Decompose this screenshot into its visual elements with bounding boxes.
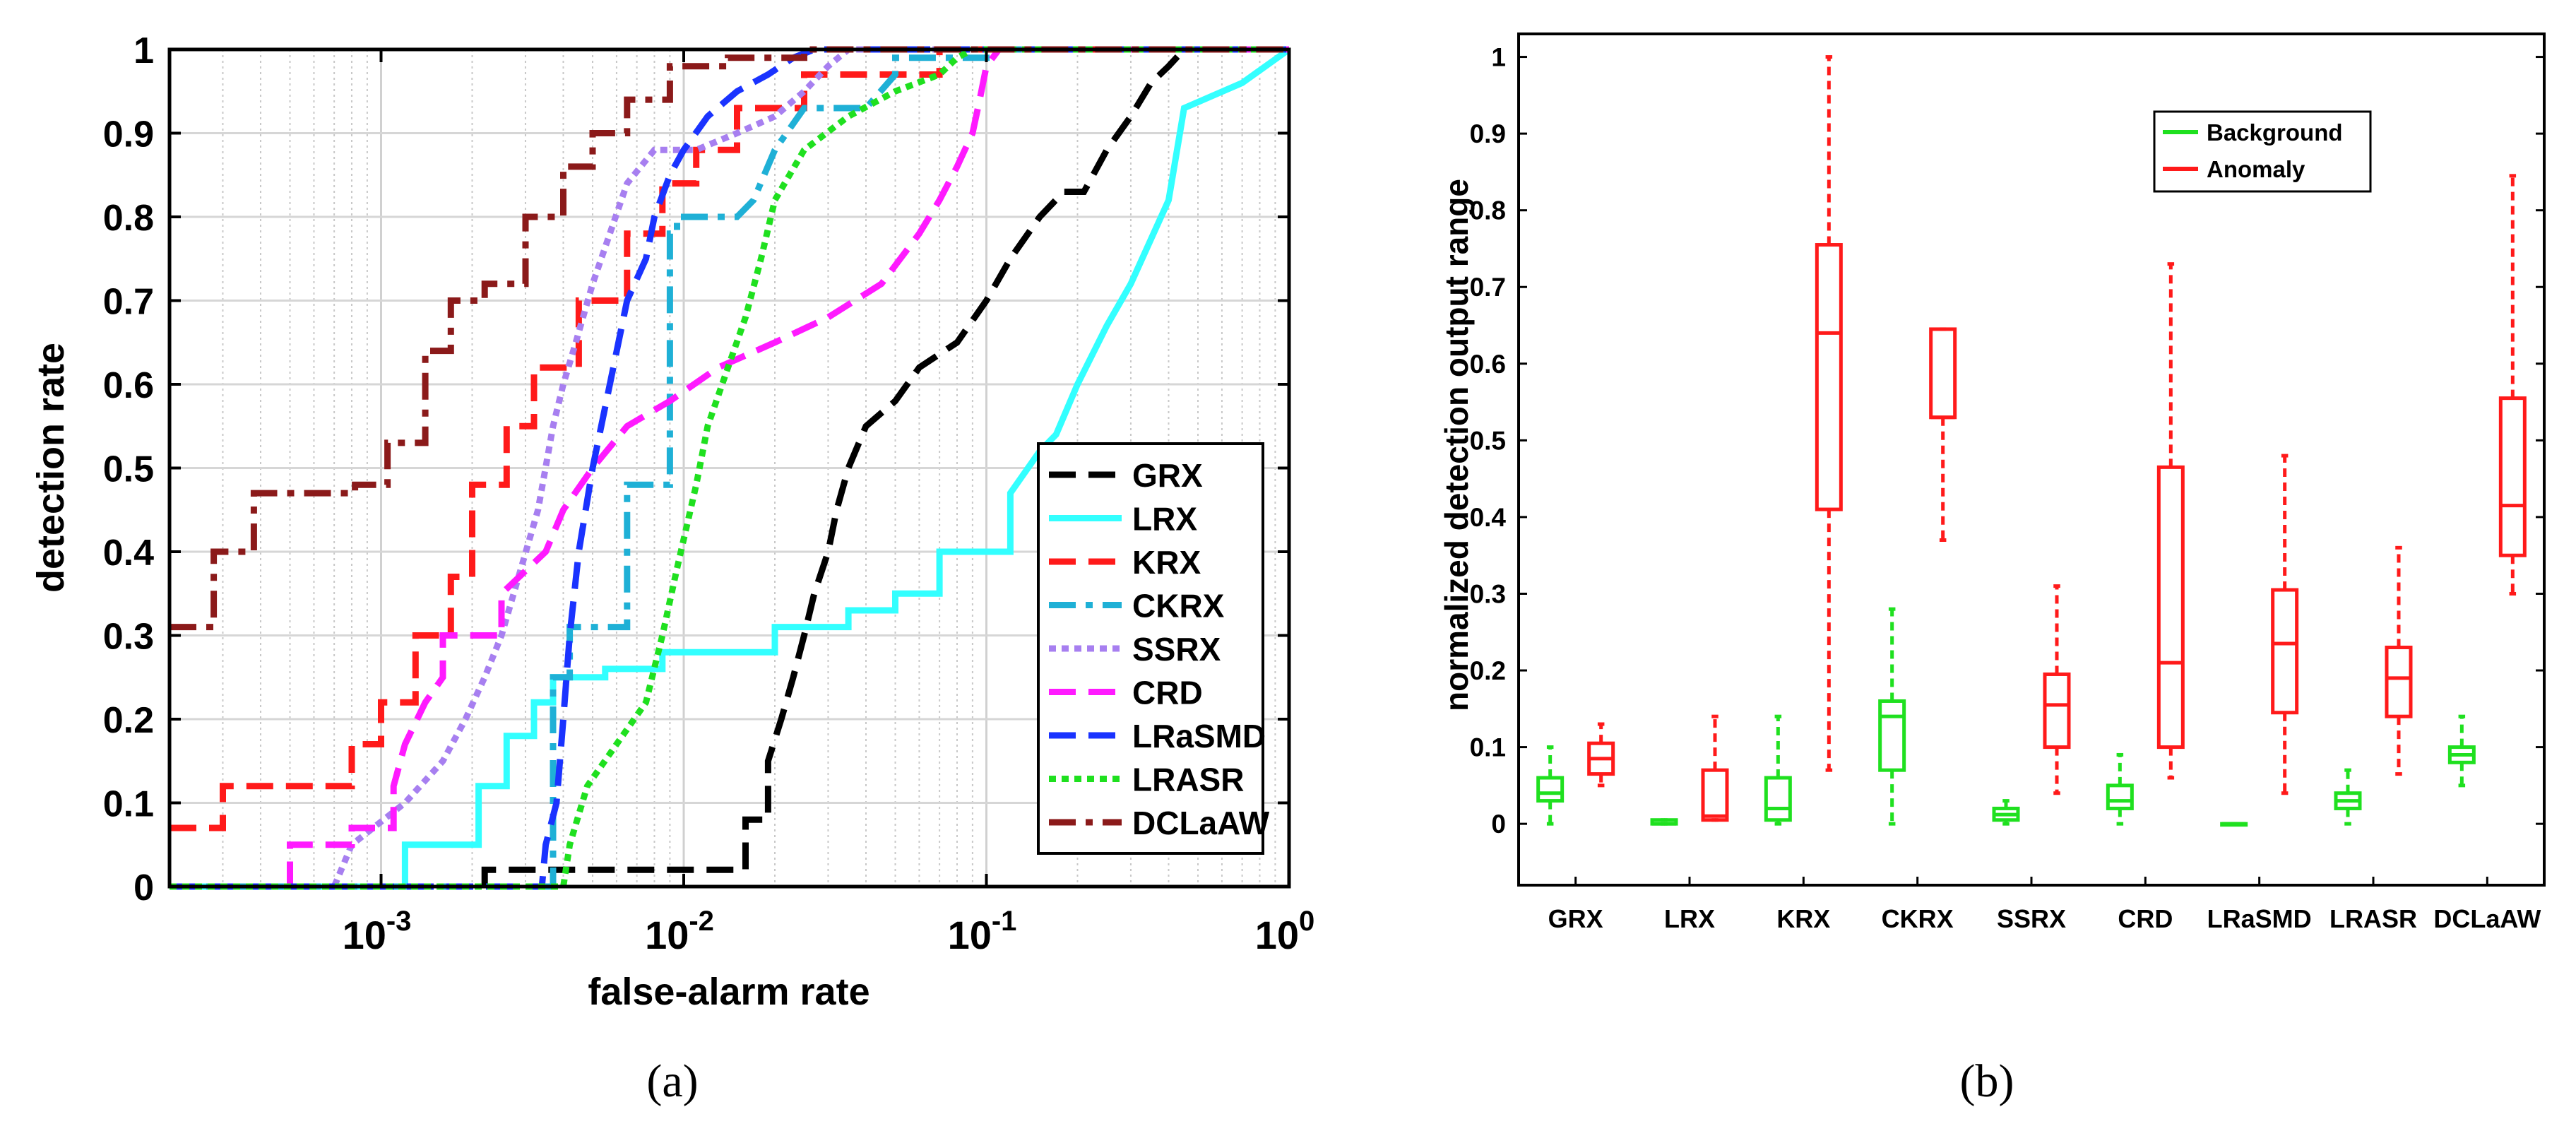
roc-line-grx (170, 46, 1289, 890)
roc-y-tick-label: 0.9 (103, 114, 154, 155)
roc-y-tick-label: 0.4 (103, 533, 154, 574)
box-anomaly-lrasmd (2271, 454, 2299, 795)
roc-x-tick-label: 100 (1255, 906, 1315, 957)
roc-y-tick-label: 0.8 (103, 198, 154, 239)
boxplot-y-tick-label: 0.3 (1470, 579, 1506, 608)
roc-y-tick-label: 0.5 (103, 449, 154, 490)
boxplot-x-tick-label: KRX (1776, 904, 1830, 933)
roc-y-tick-label: 0.6 (103, 365, 154, 406)
roc-legend: GRX LRX KRX CKRX SSRX CRD LRaSMD LRASR DCLaAW (1037, 442, 1270, 855)
boxplot-legend: Background Anomaly (2153, 110, 2372, 193)
boxplot-y-tick-label: 0.5 (1470, 426, 1506, 455)
boxplot-y-tick-label: 0.9 (1470, 119, 1506, 148)
boxplot-y-tick-label: 0.2 (1470, 656, 1506, 685)
box-anomaly-ckrx (1929, 327, 1957, 542)
box-iqr (1536, 776, 1565, 803)
roc-y-tick-label: 0.7 (103, 282, 154, 323)
boxplot-y-tick-label: 0.7 (1470, 273, 1506, 302)
box-iqr (2385, 645, 2413, 718)
roc-x-tick-label: 10-3 (343, 906, 412, 957)
box-background-lrasmd (2220, 822, 2248, 827)
boxplot-x-tick-label: SSRX (1997, 904, 2066, 933)
boxplot-x-tick-label: CRD (2118, 904, 2173, 933)
roc-line-ssrx (170, 46, 1289, 890)
roc-x-tick-label: 10-2 (645, 906, 714, 957)
roc-legend-label-ckrx: CKRX (1132, 588, 1225, 624)
boxplot-x-tick-label: GRX (1548, 904, 1603, 933)
box-anomaly-lrasr (2385, 545, 2413, 776)
box-anomaly-ssrx (2043, 584, 2071, 795)
boxplot-y-tick-label: 0.6 (1470, 350, 1506, 379)
box-background-grx (1536, 745, 1565, 826)
roc-line-ckrx (170, 46, 1289, 890)
roc-line-lrasr (170, 46, 1289, 890)
boxplot-y-tick-label: 0.4 (1470, 503, 1507, 532)
box-background-crd (2106, 752, 2134, 826)
roc-y-axis-label: detection rate (30, 343, 72, 593)
box-iqr (1701, 768, 1729, 822)
roc-legend-label-grx: GRX (1132, 457, 1203, 494)
boxplot-chart: 0 0.1 0.2 0.3 0.4 0.5 0.6 0.7 0.8 0.9 1 GRX LRX KRX CK… (1438, 32, 2546, 1107)
roc-legend-label-ssrx: SSRX (1132, 631, 1221, 668)
box-iqr (2271, 588, 2299, 715)
box-iqr (1815, 243, 1843, 511)
boxplot-x-tick-label: DCLaAW (2433, 904, 2541, 933)
roc-y-tick-label: 0.1 (103, 784, 154, 825)
box-iqr (2498, 396, 2527, 557)
box-iqr (2156, 465, 2185, 750)
boxplot-x-tick-label: CKRX (1882, 904, 1954, 933)
roc-legend-label-krx: KRX (1132, 544, 1201, 581)
box-background-lrasr (2334, 768, 2362, 826)
boxplot-legend-label-background: Background (2207, 119, 2343, 146)
boxplot-x-tick-label: LRASR (2329, 904, 2417, 933)
boxplot-y-tick-label: 0 (1491, 810, 1506, 839)
boxplot-y-tick-label: 1 (1491, 43, 1506, 72)
boxplot-x-tick-label: LRaSMD (2207, 904, 2312, 933)
roc-y-tick-label: 0 (133, 868, 154, 908)
boxplot-ticks: 0 0.1 0.2 0.3 0.4 0.5 0.6 0.7 0.8 0.9 1 GRX LRX KRX CK… (1470, 43, 2544, 933)
box-anomaly-dclaaw (2498, 174, 2527, 596)
box-anomaly-lrx (1701, 714, 1729, 822)
boxplot-y-tick-label: 0.1 (1470, 733, 1506, 762)
boxplot-y-tick-label: 0.8 (1470, 196, 1506, 225)
roc-y-tick-label: 0.2 (103, 700, 154, 741)
box-anomaly-crd (2156, 262, 2185, 780)
box-background-ssrx (1992, 799, 2020, 826)
box-anomaly-krx (1815, 55, 1843, 772)
roc-legend-label-lrasr: LRASR (1132, 762, 1244, 798)
caption-b: (b) (1960, 1055, 2014, 1107)
roc-y-tick-label: 0.3 (103, 617, 154, 658)
roc-legend-label-dclaaw: DCLaAW (1132, 805, 1270, 841)
roc-line-lrasmd (170, 46, 1289, 890)
roc-legend-label-crd: CRD (1132, 675, 1203, 711)
box-background-krx (1764, 714, 1792, 826)
box-background-ckrx (1878, 607, 1906, 826)
box-anomaly-grx (1587, 722, 1615, 788)
box-iqr (1764, 776, 1792, 822)
box-iqr (2043, 672, 2071, 750)
caption-a: (a) (646, 1055, 698, 1107)
roc-x-tick-label: 10-1 (948, 906, 1017, 957)
roc-line-lrx (170, 47, 1291, 890)
boxplot-boxes (1536, 55, 2527, 827)
boxplot-y-axis-label: normalized detection output range (1438, 179, 1475, 711)
roc-y-tick-label: 1 (133, 30, 154, 71)
roc-ticks: 0 0.1 0.2 0.3 0.4 0.5 0.6 0.7 0.8 0.9 1 10-3 10-2 10-… (103, 30, 1315, 957)
roc-chart: 0 0.1 0.2 0.3 0.4 0.5 0.6 0.7 0.8 0.9 1 10-3 10-2 10-… (30, 30, 1314, 1107)
box-iqr (1878, 699, 1906, 772)
roc-legend-label-lrx: LRX (1132, 501, 1197, 538)
box-background-lrx (1650, 818, 1678, 826)
boxplot-legend-label-anomaly: Anomaly (2207, 156, 2305, 182)
box-background-dclaaw (2447, 714, 2476, 788)
roc-series (170, 46, 1291, 890)
boxplot-x-tick-label: LRX (1664, 904, 1715, 933)
roc-line-krx (170, 46, 1289, 831)
roc-line-crd (170, 46, 1289, 890)
roc-x-axis-label: false-alarm rate (588, 971, 869, 1013)
box-iqr (2106, 783, 2134, 810)
roc-legend-label-lrasmd: LRaSMD (1132, 718, 1266, 754)
boxplot-legend-box (2153, 110, 2372, 193)
